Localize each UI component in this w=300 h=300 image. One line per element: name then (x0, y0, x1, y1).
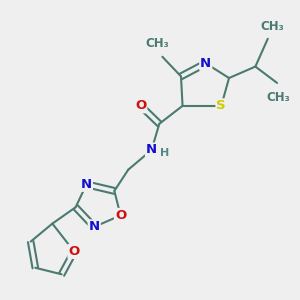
Text: CH₃: CH₃ (267, 91, 290, 104)
Text: O: O (115, 209, 126, 222)
Text: O: O (68, 245, 80, 258)
Text: H: H (160, 148, 169, 158)
Text: N: N (88, 220, 100, 233)
Text: O: O (135, 99, 146, 112)
Text: N: N (200, 57, 212, 70)
Text: S: S (217, 99, 226, 112)
Text: CH₃: CH₃ (146, 37, 169, 50)
Text: N: N (81, 178, 92, 191)
Text: N: N (146, 143, 157, 157)
Text: CH₃: CH₃ (261, 20, 284, 33)
